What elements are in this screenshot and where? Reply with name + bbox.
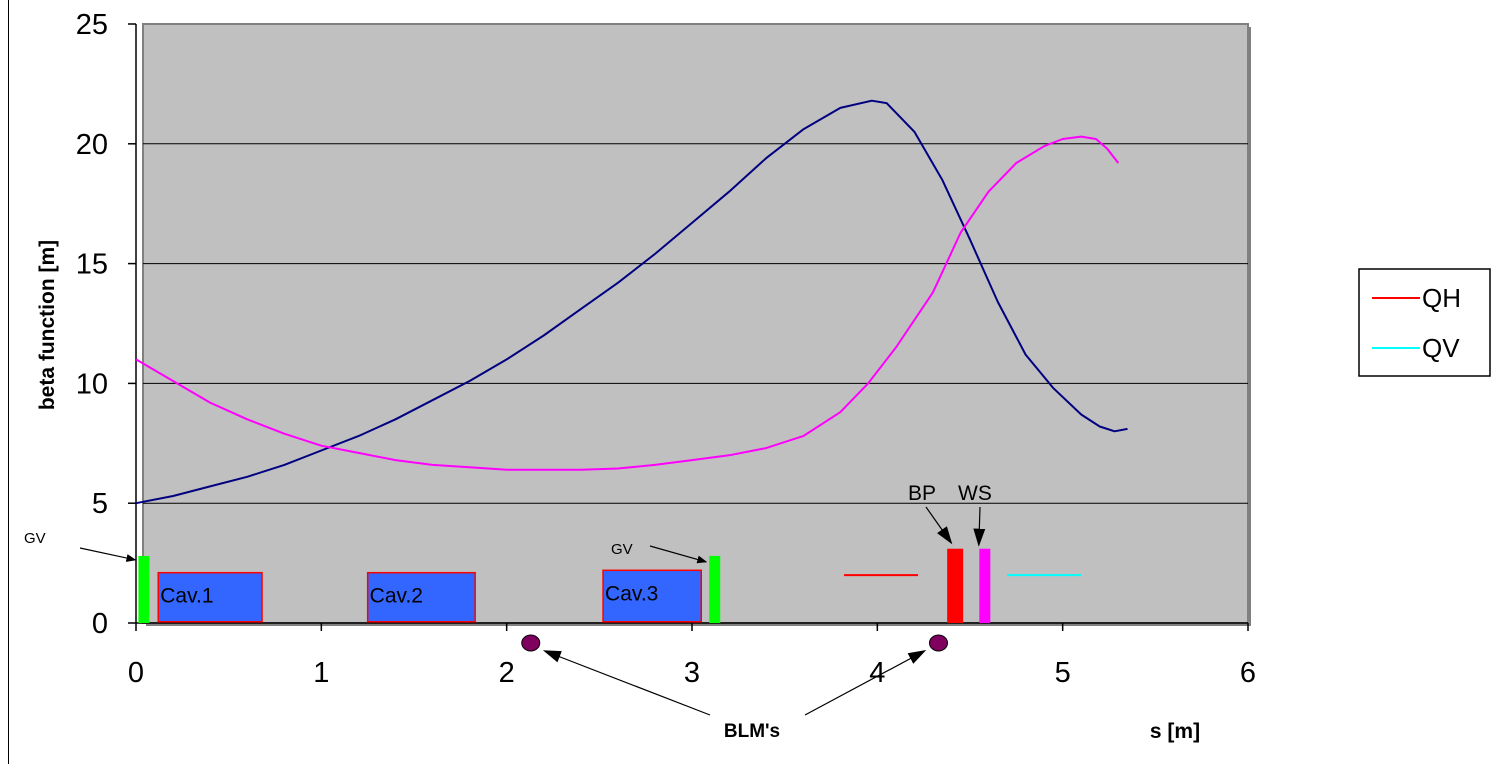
x-tick-label: 3 xyxy=(684,657,700,689)
cavity-box xyxy=(602,569,703,623)
blm-group: BLM's xyxy=(521,634,948,742)
y-tick-label: 15 xyxy=(76,249,108,281)
x-tick-label: 4 xyxy=(869,657,885,689)
cavity-2: Cav.2 xyxy=(366,571,476,623)
cavity-label: Cav.1 xyxy=(160,585,213,608)
y-tick-label: 10 xyxy=(76,368,108,400)
diagnostic-bp: BP xyxy=(908,482,964,623)
cavity-3: Cav.3 xyxy=(602,569,703,623)
plot-area xyxy=(142,23,1251,626)
y-axis-title: beta function [m] xyxy=(36,240,59,410)
blm-arrow xyxy=(542,650,711,716)
plot-background xyxy=(142,23,1249,624)
beamline-components: Cav.1 Cav.2 Cav.3 GV GV BP WS BLM's xyxy=(24,482,1082,742)
diagnostic-arrow xyxy=(973,506,986,547)
cavity-box xyxy=(366,571,476,623)
gate-valve-2: GV xyxy=(611,541,721,623)
cavity-label: Cav.2 xyxy=(370,585,423,608)
legend: QH QV xyxy=(1358,268,1491,377)
cavity-label: Cav.3 xyxy=(605,582,658,605)
x-tick-label: 2 xyxy=(499,657,515,689)
diagnostic-label: BP xyxy=(908,482,936,505)
cavity-box xyxy=(157,571,263,623)
gate-valve-label: GV xyxy=(611,541,633,558)
gate-valve-arrow xyxy=(649,545,708,564)
blm-marker xyxy=(521,634,541,652)
diagnostic-bar xyxy=(979,548,991,623)
y-tick-label: 0 xyxy=(92,608,108,640)
frame-border xyxy=(8,0,9,764)
x-tick-label: 0 xyxy=(128,657,144,689)
cavity-1: Cav.1 xyxy=(157,571,263,623)
series-line-2 xyxy=(135,135,1120,471)
y-tick-label: 20 xyxy=(76,129,108,161)
legend-label-qv: QV xyxy=(1422,333,1460,363)
y-tick-label: 5 xyxy=(92,488,108,520)
legend-box xyxy=(1358,268,1491,377)
diagnostic-ws: WS xyxy=(958,482,992,623)
diagnostic-arrow xyxy=(925,506,953,545)
gate-valve-bar xyxy=(709,555,721,623)
gate-valve-bar xyxy=(138,555,150,623)
y-tick-label: 25 xyxy=(76,9,108,41)
blm-label: BLM's xyxy=(724,721,780,742)
diagnostic-bar xyxy=(947,548,964,623)
legend-label-qh: QH xyxy=(1422,283,1461,313)
x-tick-label: 5 xyxy=(1055,657,1071,689)
diagnostic-label: WS xyxy=(958,482,992,505)
series-lines xyxy=(135,99,1128,505)
axes: 0 5 10 15 20 25 0 1 2 3 4 5 6 xyxy=(76,9,1256,689)
gate-valve-arrow xyxy=(79,547,137,562)
blm-marker xyxy=(928,634,948,652)
series-line-1 xyxy=(135,99,1128,505)
x-tick-label: 1 xyxy=(313,657,329,689)
x-tick-label: 6 xyxy=(1240,657,1256,689)
x-axis-title: s [m] xyxy=(1150,720,1200,743)
blm-arrow xyxy=(804,650,927,716)
gate-valve-label: GV xyxy=(24,530,46,547)
gate-valve-1: GV xyxy=(24,530,150,623)
